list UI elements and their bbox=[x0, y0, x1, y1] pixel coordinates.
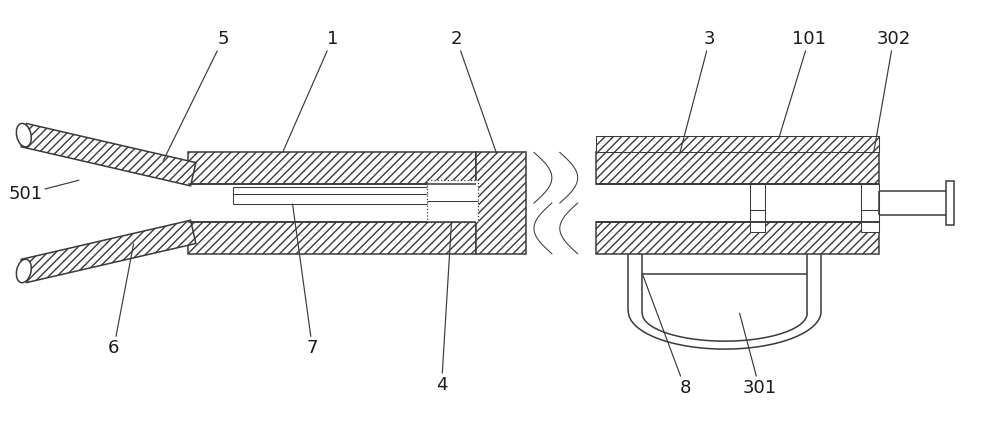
Bar bbox=[596, 222, 879, 254]
Ellipse shape bbox=[16, 259, 31, 283]
Bar bbox=[596, 136, 879, 152]
Text: 501: 501 bbox=[8, 180, 79, 203]
Text: 5: 5 bbox=[163, 30, 229, 160]
Bar bbox=[596, 152, 879, 184]
Text: 8: 8 bbox=[642, 273, 691, 397]
Bar bbox=[427, 180, 478, 222]
Bar bbox=[188, 222, 476, 254]
Bar bbox=[750, 210, 765, 232]
Bar bbox=[861, 210, 879, 232]
Text: 7: 7 bbox=[293, 204, 318, 357]
Bar bbox=[861, 184, 879, 210]
Text: 1: 1 bbox=[283, 30, 338, 152]
Text: 2: 2 bbox=[451, 30, 496, 152]
Bar bbox=[946, 181, 954, 225]
Bar bbox=[188, 152, 476, 184]
Text: 3: 3 bbox=[680, 30, 716, 152]
Bar bbox=[476, 152, 526, 254]
Ellipse shape bbox=[16, 123, 31, 147]
Text: 4: 4 bbox=[436, 222, 452, 394]
Text: 101: 101 bbox=[779, 30, 826, 136]
Bar bbox=[750, 184, 765, 210]
Text: 301: 301 bbox=[740, 313, 777, 397]
Text: 302: 302 bbox=[874, 30, 911, 152]
Text: 6: 6 bbox=[108, 244, 134, 357]
Polygon shape bbox=[21, 220, 196, 283]
Polygon shape bbox=[21, 124, 196, 186]
